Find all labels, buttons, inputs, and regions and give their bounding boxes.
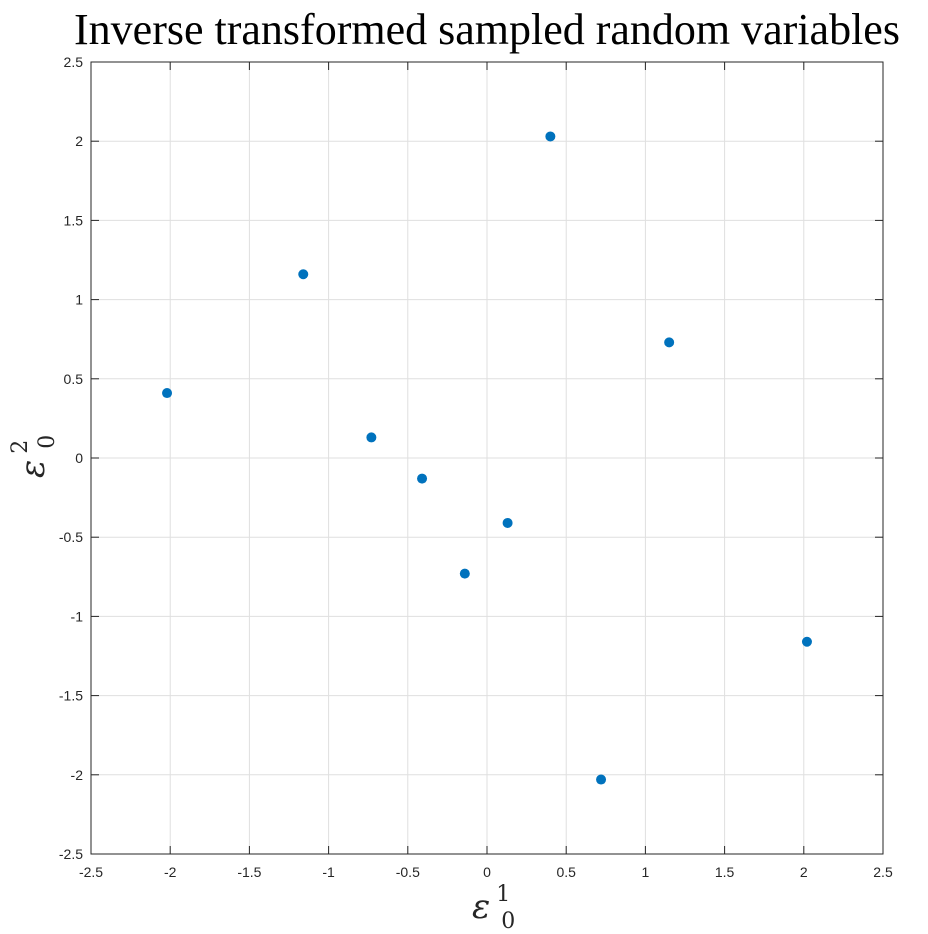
data-point: [366, 432, 377, 443]
data-point: [417, 473, 428, 484]
x-tick-label: 0.5: [556, 864, 576, 880]
x-tick-label: -2: [164, 864, 177, 880]
x-axis-label: ε 1 0: [472, 882, 515, 934]
data-point: [162, 388, 173, 399]
x-axis-label-superscript: 1: [496, 882, 510, 907]
data-point: [801, 636, 812, 647]
data-point: [459, 568, 470, 579]
y-tick-label: 1.5: [64, 212, 84, 228]
y-tick-label: -2: [71, 767, 84, 783]
axis-ticks: -2.5 -2 -1.5 -1 -0.5 0 0.5 1 1.5 2 2.5 -2.5 -2 -1.5 -1…: [59, 54, 893, 880]
y-axis-label: ε 2 0: [8, 435, 60, 478]
data-point: [298, 269, 309, 280]
data-point: [545, 131, 556, 142]
data-point: [596, 774, 607, 785]
y-tick-label: -0.5: [59, 529, 83, 545]
data-points: [162, 131, 812, 785]
y-tick-label: 2.5: [64, 54, 84, 70]
x-tick-label: 1: [642, 864, 650, 880]
y-axis-label-superscript: 2: [8, 440, 33, 454]
x-tick-label: -0.5: [396, 864, 420, 880]
y-tick-label: -2.5: [59, 846, 83, 862]
y-tick-label: -1.5: [59, 688, 83, 704]
grid: [90, 61, 884, 855]
x-tick-label: 0: [483, 864, 491, 880]
x-axis-label-symbol: ε: [472, 887, 490, 927]
y-tick-label: 1: [75, 292, 83, 308]
y-tick-label: -1: [71, 608, 84, 624]
y-axis-label-symbol: ε: [13, 460, 53, 478]
x-tick-label: 2: [800, 864, 808, 880]
x-axis-label-subscript: 0: [501, 909, 515, 934]
x-tick-label: 2.5: [873, 864, 893, 880]
x-tick-label: -1: [322, 864, 335, 880]
y-tick-label: 0.5: [64, 371, 84, 387]
data-point: [502, 517, 513, 528]
y-axis-label-subscript: 0: [35, 435, 60, 449]
x-tick-label: -2.5: [79, 864, 103, 880]
y-tick-label: 0: [75, 450, 83, 466]
chart-title: Inverse transformed sampled random varia…: [74, 5, 900, 54]
x-tick-label: 1.5: [715, 864, 735, 880]
y-tick-label: 2: [75, 133, 83, 149]
data-point: [664, 337, 675, 348]
x-tick-label: -1.5: [237, 864, 261, 880]
